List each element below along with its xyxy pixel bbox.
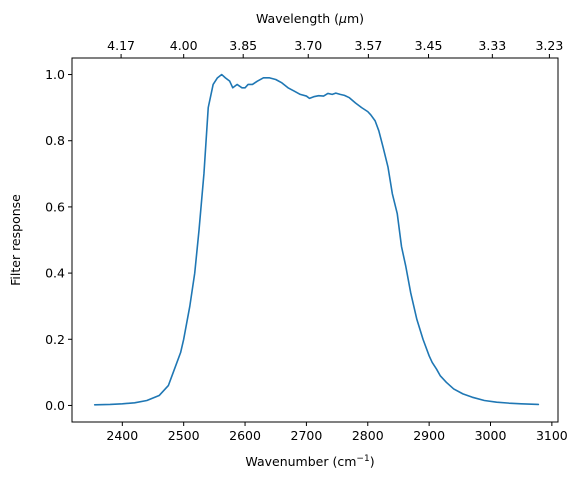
plot-frame xyxy=(71,57,559,423)
top-axis-label-close: m) xyxy=(347,11,364,26)
x-tick-label: 3000 xyxy=(475,428,507,443)
top-axis-label-text: Wavelength ( xyxy=(256,11,339,26)
top-tick-label: 3.33 xyxy=(478,38,506,53)
x-tick-label: 3100 xyxy=(536,428,568,443)
top-tick-label: 4.00 xyxy=(170,38,198,53)
top-axis-label-mu: μ xyxy=(338,11,347,26)
y-tick-label: 0.6 xyxy=(45,199,65,214)
top-tick-label: 4.17 xyxy=(107,38,135,53)
x-axis-label: Wavenumber (cm−1) xyxy=(245,454,374,469)
x-axis-label-close: ) xyxy=(370,454,375,469)
series-line xyxy=(93,73,540,406)
top-tick-label: 3.45 xyxy=(415,38,443,53)
y-tick-label: 0.4 xyxy=(45,266,65,281)
x-tick-label: 2400 xyxy=(106,428,138,443)
x-tick-label: 2600 xyxy=(229,428,261,443)
x-tick-label: 2800 xyxy=(352,428,384,443)
y-tick-label: 0.2 xyxy=(45,332,65,347)
x-tick-label: 2900 xyxy=(413,428,445,443)
x-axis-label-superscript: −1 xyxy=(356,454,369,464)
x-tick-label: 2500 xyxy=(168,428,200,443)
y-tick-label: 0.8 xyxy=(45,133,65,148)
x-axis-label-text: Wavenumber (cm xyxy=(245,454,356,469)
ticks-layer: 2400 2500 2600 2700 2800 2900 3000 3100 0.0 0.2 0.… xyxy=(45,38,568,443)
top-axis-label: Wavelength (μm) xyxy=(256,11,364,26)
top-tick-label: 3.57 xyxy=(354,38,382,53)
top-tick-label: 3.23 xyxy=(535,38,563,53)
top-tick-label: 3.70 xyxy=(294,38,322,53)
x-tick-label: 2700 xyxy=(291,428,323,443)
y-axis-label: Filter response xyxy=(8,194,23,286)
y-tick-label: 0.0 xyxy=(45,398,65,413)
top-tick-label: 3.85 xyxy=(229,38,257,53)
series-layer xyxy=(93,73,540,406)
y-tick-label: 1.0 xyxy=(45,67,65,82)
